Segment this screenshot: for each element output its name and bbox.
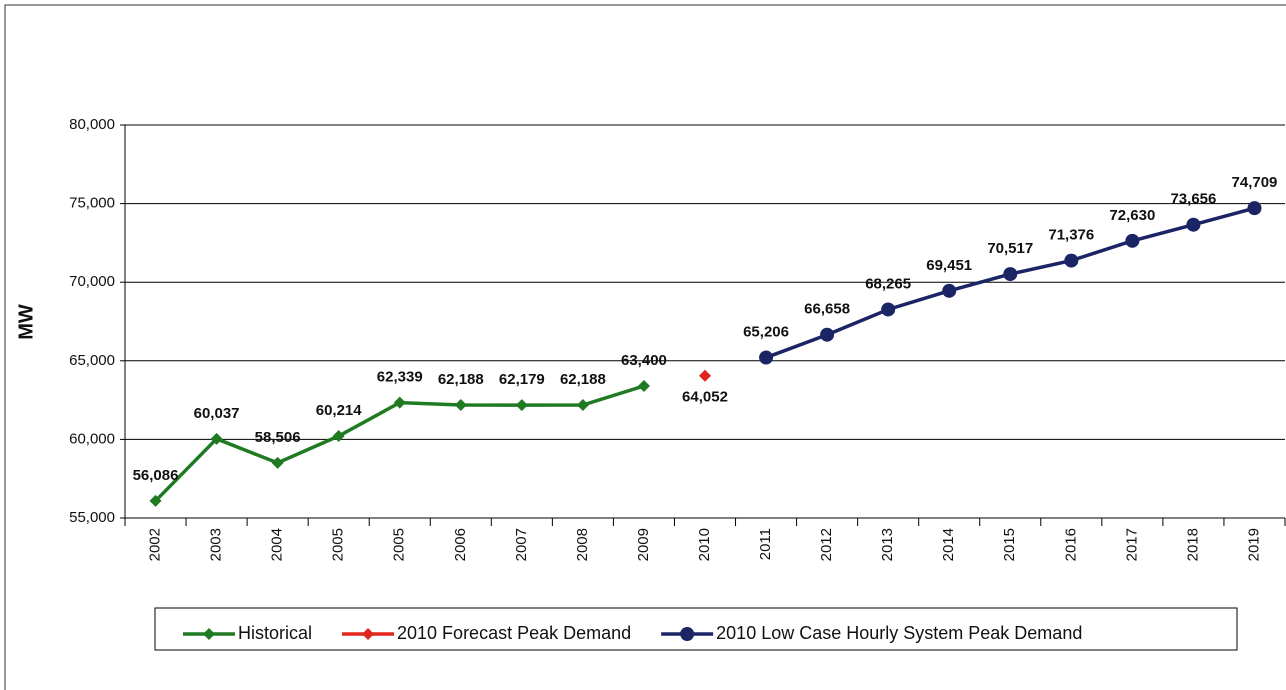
chart-frame bbox=[4, 4, 1286, 690]
y-tick-label: 70,000 bbox=[69, 273, 115, 290]
y-tick-label: 55,000 bbox=[69, 509, 115, 526]
data-label: 65,206 bbox=[743, 324, 789, 341]
data-label: 72,630 bbox=[1109, 207, 1155, 224]
marker bbox=[881, 302, 896, 317]
data-label: 66,658 bbox=[804, 301, 850, 318]
marker bbox=[271, 456, 284, 469]
y-tick-label: 60,000 bbox=[69, 430, 115, 447]
marker bbox=[699, 369, 711, 382]
x-tick-label: 2003 bbox=[208, 528, 225, 561]
marker bbox=[637, 379, 650, 392]
legend-label: 2010 Low Case Hourly System Peak Demand bbox=[716, 623, 1082, 643]
legend-marker bbox=[680, 627, 695, 641]
x-tick-label: 2007 bbox=[513, 528, 530, 561]
x-tick-label: 2017 bbox=[1123, 528, 1140, 561]
data-label: 62,179 bbox=[499, 371, 545, 388]
x-tick-label: 2009 bbox=[635, 528, 652, 561]
y-tick-label: 65,000 bbox=[69, 352, 115, 369]
marker bbox=[332, 430, 345, 443]
x-tick-label: 2018 bbox=[1184, 528, 1201, 561]
marker bbox=[1247, 201, 1262, 216]
marker bbox=[515, 399, 528, 412]
x-tick-label: 2004 bbox=[269, 528, 286, 561]
data-label: 70,517 bbox=[987, 240, 1033, 257]
data-label: 69,451 bbox=[926, 257, 972, 274]
marker bbox=[942, 283, 957, 298]
data-label: 71,376 bbox=[1048, 227, 1094, 244]
marker bbox=[1003, 267, 1018, 282]
x-tick-label: 2005 bbox=[391, 528, 408, 561]
x-tick-label: 2013 bbox=[879, 528, 896, 561]
data-label: 58,506 bbox=[255, 429, 301, 446]
marker bbox=[393, 396, 406, 409]
y-tick-label: 75,000 bbox=[69, 195, 115, 212]
x-tick-label: 2015 bbox=[1001, 528, 1018, 561]
x-tick-label: 2012 bbox=[818, 528, 835, 561]
legend: Historical 2010 Forecast Peak Demand 2010 … bbox=[154, 607, 1238, 651]
marker bbox=[210, 432, 223, 445]
series-line bbox=[765, 206, 1255, 360]
data-label: 68,265 bbox=[865, 275, 911, 292]
x-tick-label: 2006 bbox=[452, 528, 469, 561]
x-tick-label: 2008 bbox=[574, 528, 591, 561]
legend-marker bbox=[362, 628, 375, 640]
marker bbox=[820, 327, 835, 342]
y-axis-title: MW bbox=[15, 304, 37, 340]
marker bbox=[1186, 217, 1201, 232]
x-tick-label: 2016 bbox=[1062, 528, 1079, 561]
marker bbox=[454, 399, 467, 412]
data-label: 62,188 bbox=[438, 371, 484, 388]
data-label: 73,656 bbox=[1170, 191, 1216, 208]
legend-label: 2010 Forecast Peak Demand bbox=[397, 623, 631, 643]
data-label: 74,709 bbox=[1232, 174, 1278, 191]
x-tick-label: 2005 bbox=[330, 528, 347, 561]
x-tick-label: 2002 bbox=[146, 528, 163, 561]
data-label: 62,188 bbox=[560, 371, 606, 388]
legend-box bbox=[154, 607, 1238, 651]
marker bbox=[759, 350, 774, 365]
data-label: 60,214 bbox=[316, 402, 363, 419]
data-label: 63,400 bbox=[621, 352, 667, 369]
x-tick-label: 2011 bbox=[757, 528, 774, 560]
data-label: 64,052 bbox=[682, 389, 728, 406]
y-tick-label: 80,000 bbox=[69, 116, 115, 133]
legend-label: Historical bbox=[238, 623, 312, 643]
marker bbox=[1064, 253, 1079, 268]
data-label: 60,037 bbox=[194, 405, 240, 422]
legend-marker bbox=[203, 628, 215, 640]
data-label: 62,339 bbox=[377, 369, 423, 386]
x-tick-label: 2010 bbox=[696, 528, 713, 561]
data-label: 56,086 bbox=[133, 467, 179, 484]
marker bbox=[1125, 233, 1140, 248]
marker bbox=[149, 494, 162, 507]
x-tick-label: 2019 bbox=[1245, 528, 1262, 561]
marker bbox=[576, 399, 589, 412]
x-tick-label: 2014 bbox=[940, 528, 957, 561]
